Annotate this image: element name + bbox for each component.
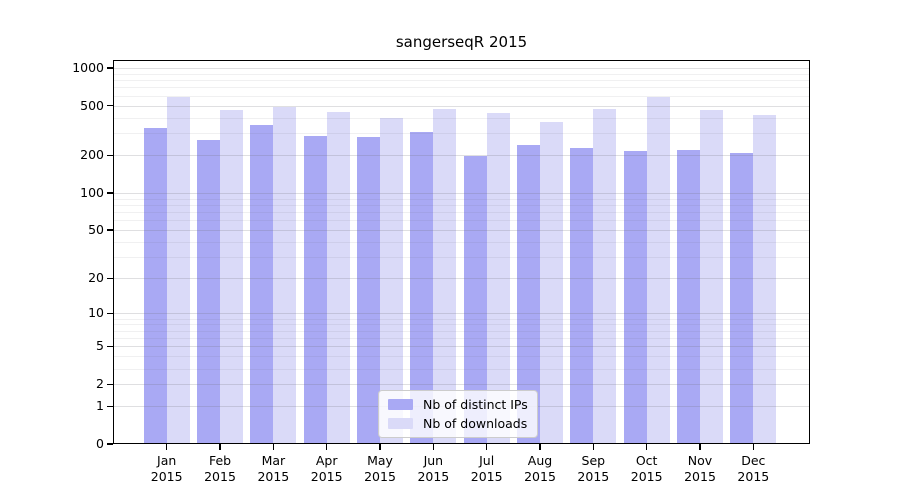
legend-swatch-distinct-ips [388,399,413,410]
x-tick-label-feb: Feb 2015 [204,453,236,484]
y-tick-label: 200 [80,147,104,163]
plot-area: Nb of distinct IPs Nb of downloads [113,60,810,444]
x-tick-label-may: May 2015 [364,453,396,484]
legend-item-downloads: Nb of downloads [388,416,528,431]
x-tick-mark [645,444,648,450]
bars-layer [113,60,810,444]
x-tick-mark [219,444,221,450]
x-tick-label-jun: Jun 2015 [417,453,450,484]
bar-apr-nb-of-downloads [326,112,350,444]
x-tick-label-jul: Jul 2015 [470,453,503,484]
bar-oct-nb-of-downloads [646,97,670,444]
y-tick-label: 10 [88,305,104,321]
y-tick-mark [107,104,113,107]
y-tick-label: 5 [96,338,104,354]
x-tick-label-mar: Mar 2015 [257,453,290,484]
x-tick-mark [752,444,755,450]
bar-jul-nb-of-downloads [486,112,510,444]
legend: Nb of distinct IPs Nb of downloads [378,390,538,438]
x-tick-label-oct: Oct 2015 [630,453,663,484]
y-tick-mark [107,229,113,231]
bar-sep-nb-of-downloads [593,108,617,444]
y-tick-mark [107,405,113,407]
y-tick-mark [107,67,113,69]
bar-sep-nb-of-distinct-ips [570,147,594,444]
bar-aug-nb-of-downloads [540,122,563,444]
bar-nov-nb-of-downloads [700,109,723,444]
y-tick-mark [107,192,113,194]
bar-jul-nb-of-distinct-ips [463,155,487,444]
bar-jan-nb-of-downloads [166,97,190,444]
y-tick-label: 20 [88,270,104,286]
bar-jan-nb-of-distinct-ips [143,127,167,444]
y-tick-label: 2 [96,376,104,392]
bar-nov-nb-of-distinct-ips [677,150,700,444]
legend-label-downloads: Nb of downloads [423,416,528,431]
bar-dec-nb-of-distinct-ips [730,152,754,444]
bar-mar-nb-of-downloads [273,106,297,444]
y-tick-mark [107,277,113,279]
bar-jun-nb-of-distinct-ips [410,131,434,444]
bar-oct-nb-of-distinct-ips [623,150,647,444]
x-tick-mark [325,444,328,450]
x-tick-mark [272,444,275,450]
bar-feb-nb-of-downloads [220,109,244,444]
x-tick-label-nov: Nov 2015 [684,453,716,484]
bar-dec-nb-of-downloads [753,114,777,444]
x-tick-mark [539,444,541,450]
bar-aug-nb-of-distinct-ips [517,145,540,444]
x-tick-mark [166,444,168,450]
bar-mar-nb-of-distinct-ips [250,124,274,444]
y-tick-label: 1000 [72,60,104,75]
legend-item-distinct-ips: Nb of distinct IPs [388,397,528,412]
x-tick-mark [485,444,488,450]
x-tick-mark [432,444,435,450]
y-tick-label: 0 [96,436,104,451]
y-tick-label: 100 [80,184,104,200]
bar-apr-nb-of-distinct-ips [303,135,327,444]
legend-label-distinct-ips: Nb of distinct IPs [423,397,528,412]
x-tick-label-dec: Dec 2015 [737,453,770,484]
y-tick-label: 50 [88,222,104,237]
chart-title: sangerseqR 2015 [395,33,528,51]
y-tick-mark [107,383,113,385]
y-tick-mark [107,154,113,157]
bar-feb-nb-of-distinct-ips [197,139,221,444]
y-tick-label: 500 [80,97,104,113]
y-tick-mark [107,443,113,445]
x-tick-label-jan: Jan 2015 [150,453,183,484]
bar-jun-nb-of-downloads [433,109,457,444]
x-tick-label-sep: Sep 2015 [577,453,610,484]
x-tick-label-apr: Apr 2015 [310,453,343,484]
x-tick-mark [699,444,701,450]
y-tick-mark [107,345,113,348]
y-tick-mark [107,312,113,315]
bar-may-nb-of-downloads [380,118,404,444]
bar-may-nb-of-distinct-ips [357,136,381,444]
x-tick-mark [379,444,381,450]
x-tick-label-aug: Aug 2015 [524,453,556,484]
x-tick-mark [592,444,595,450]
legend-swatch-downloads [388,418,413,429]
y-tick-label: 1 [96,398,104,414]
